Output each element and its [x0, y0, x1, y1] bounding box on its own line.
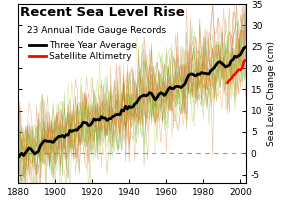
Satellite Altimetry: [233, 73, 237, 76]
Y-axis label: Sea Level Change (cm): Sea Level Change (cm): [266, 41, 275, 146]
Text: Recent Sea Level Rise: Recent Sea Level Rise: [20, 6, 185, 19]
Legend: Three Year Average, Satellite Altimetry: Three Year Average, Satellite Altimetry: [29, 41, 137, 61]
Satellite Altimetry: [231, 75, 235, 77]
Line: Satellite Altimetry: Satellite Altimetry: [227, 60, 246, 83]
Text: 23 Annual Tide Gauge Records: 23 Annual Tide Gauge Records: [27, 26, 166, 35]
Three Year Average: [242, 47, 246, 49]
Satellite Altimetry: [242, 59, 246, 62]
Satellite Altimetry: [226, 82, 229, 84]
Satellite Altimetry: [244, 59, 248, 61]
Satellite Altimetry: [227, 79, 231, 81]
Three Year Average: [59, 135, 62, 138]
Three Year Average: [16, 157, 20, 159]
Three Year Average: [18, 154, 22, 157]
Three Year Average: [31, 150, 34, 153]
Satellite Altimetry: [237, 68, 240, 71]
Satellite Altimetry: [230, 77, 233, 80]
Three Year Average: [244, 46, 248, 48]
Satellite Altimetry: [241, 67, 244, 69]
Three Year Average: [148, 91, 152, 94]
Satellite Altimetry: [238, 69, 242, 71]
Line: Three Year Average: Three Year Average: [18, 47, 246, 158]
Satellite Altimetry: [235, 71, 238, 73]
Three Year Average: [83, 121, 86, 124]
